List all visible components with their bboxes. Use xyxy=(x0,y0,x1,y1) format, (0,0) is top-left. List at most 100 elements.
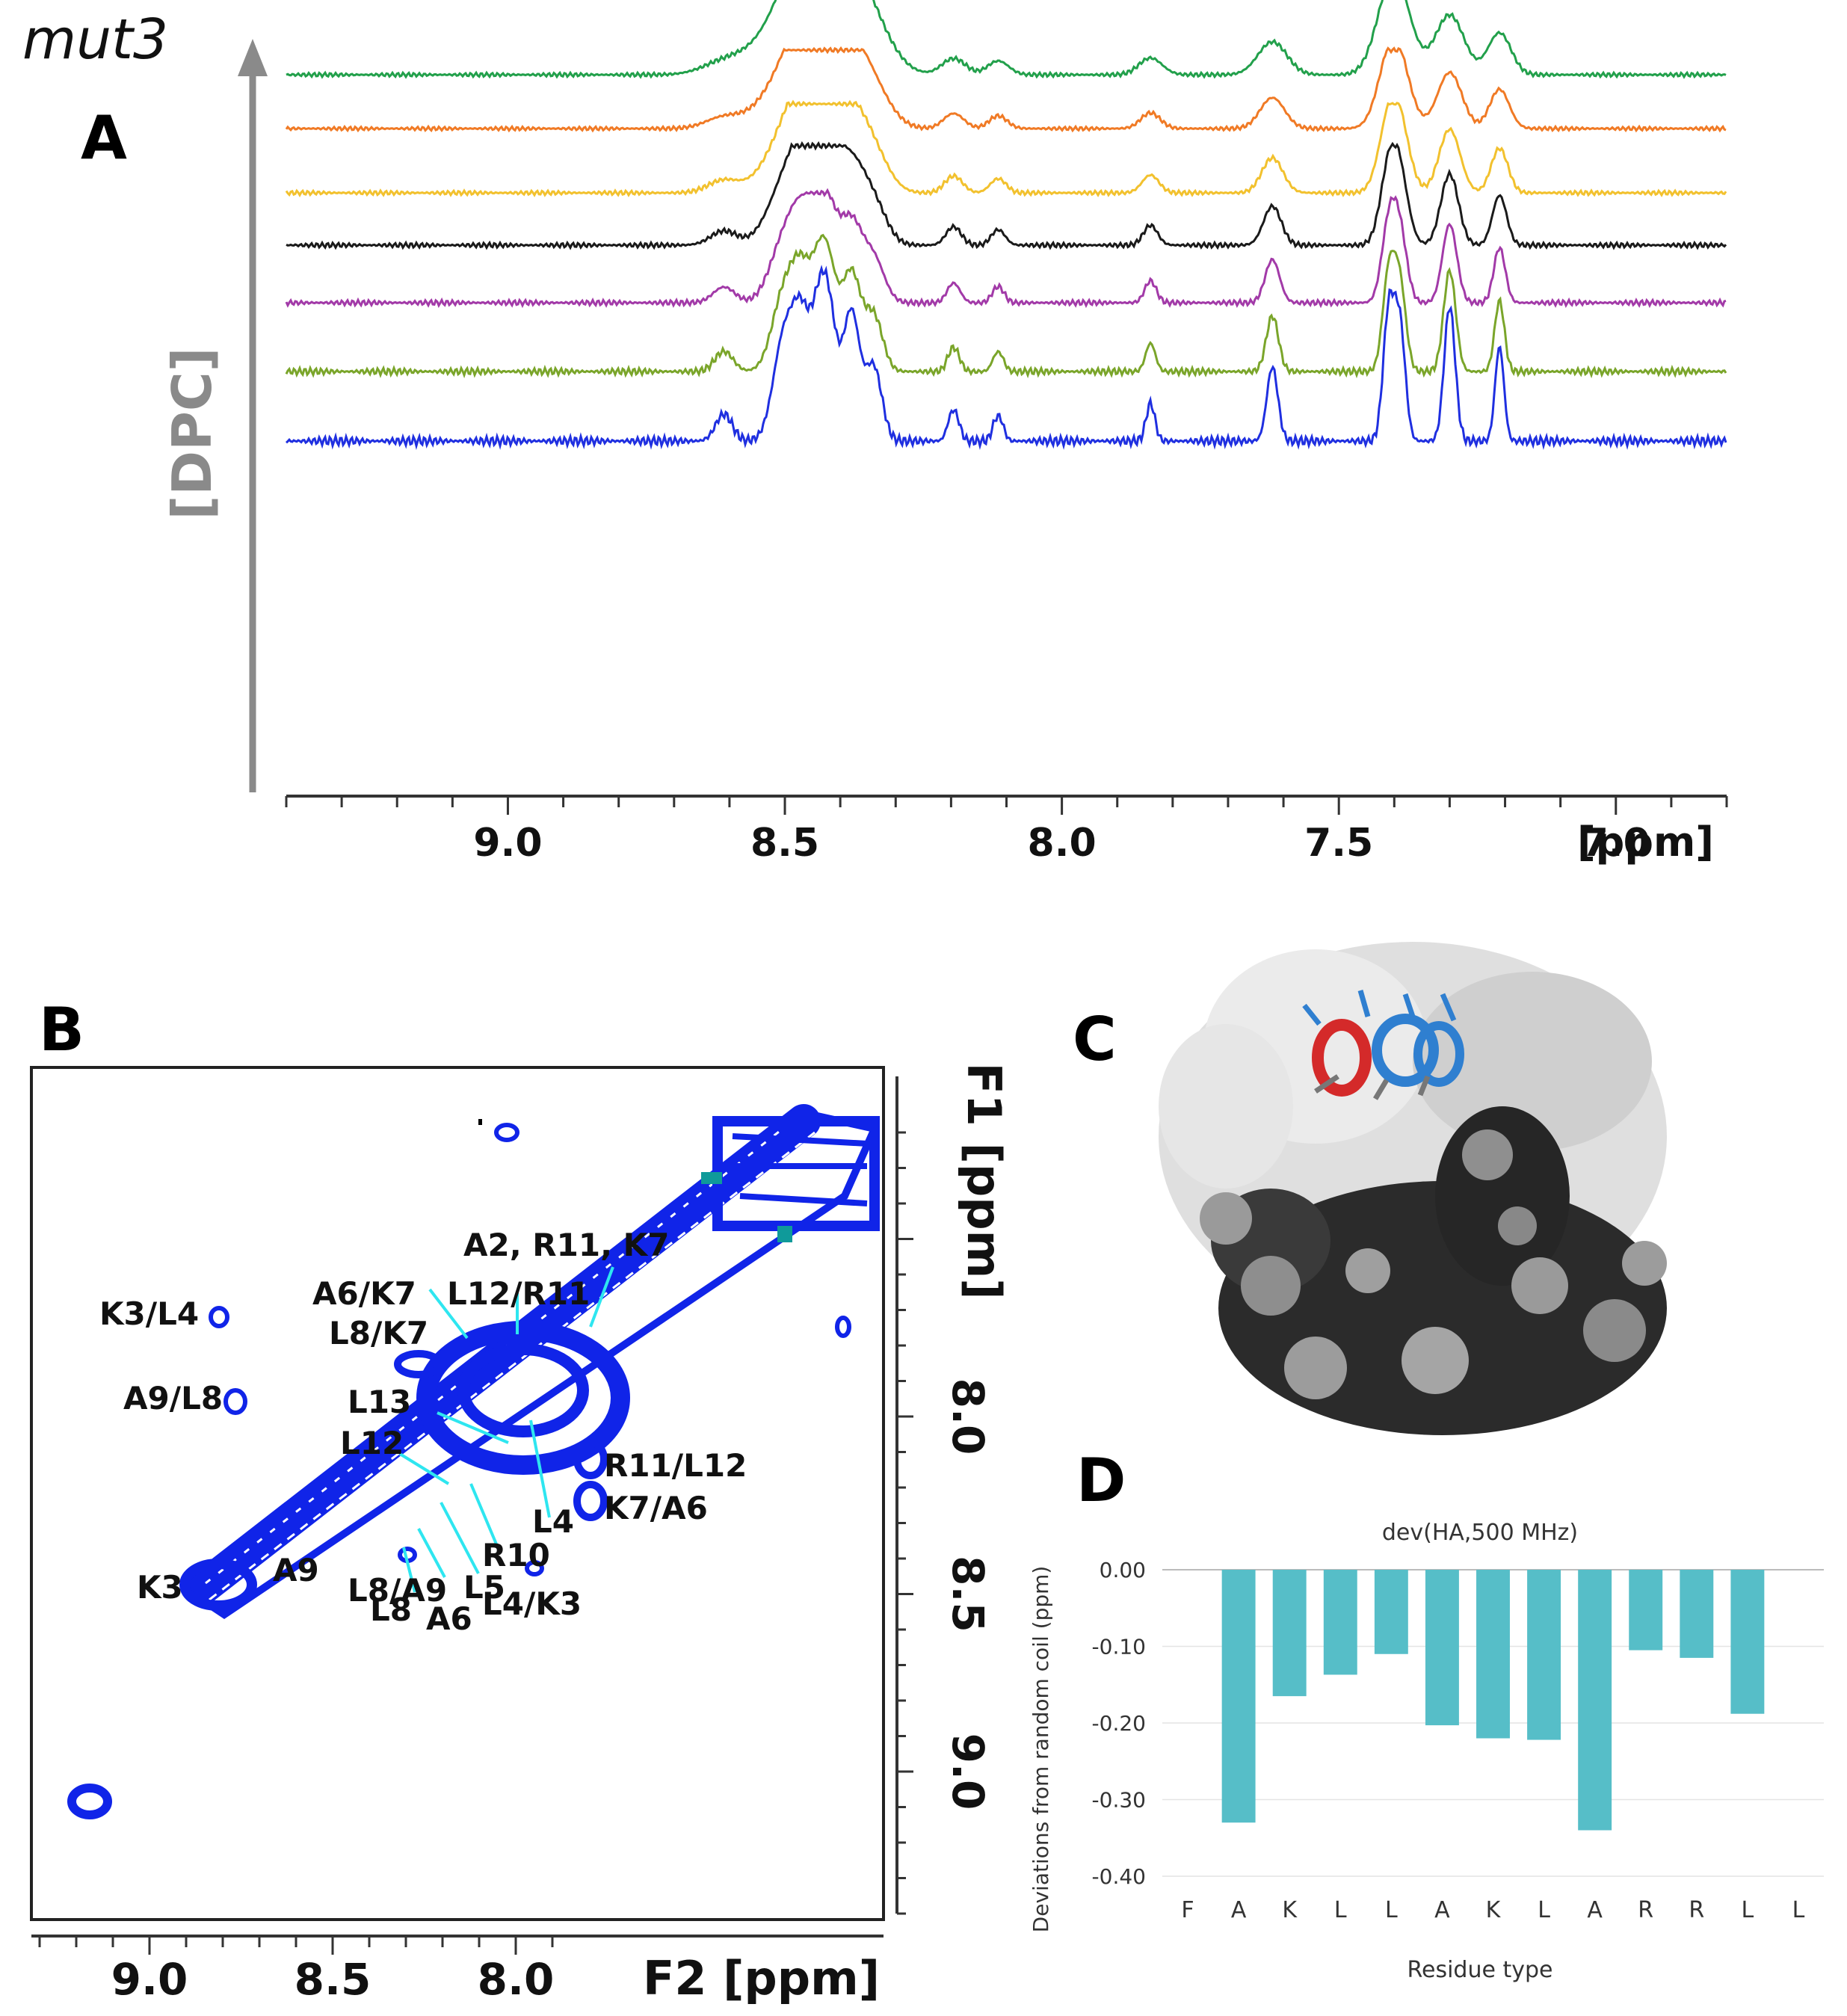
chart-y-label: Deviations from random coil (ppm) xyxy=(1029,1566,1053,1933)
panel-a-label: A xyxy=(81,103,127,173)
micelle-highlight-3 xyxy=(1159,1024,1293,1189)
k3-l4-peak xyxy=(209,1306,229,1328)
sphere-1 xyxy=(1200,1192,1252,1245)
panel-a-ticks: 9.0 8.5 8.0 7.5 7.0 xyxy=(285,796,1728,866)
x-tick-label: L xyxy=(1385,1897,1398,1923)
sphere-3 xyxy=(1284,1337,1347,1399)
diagonal-contour-gaps xyxy=(209,1131,815,1601)
bar-3 xyxy=(1323,1570,1357,1675)
peak-label-0: A2, R11, K7 xyxy=(463,1227,669,1263)
x-tick-label: A xyxy=(1231,1897,1247,1923)
x-tick-label: R xyxy=(1638,1897,1653,1923)
cyan-negative-peak xyxy=(701,1172,722,1184)
peak-label-14: K7/A6 xyxy=(604,1490,708,1526)
x-tick-label: L xyxy=(1792,1897,1805,1923)
y-tick-label: -0.10 xyxy=(1092,1635,1146,1659)
right-isolated-peak xyxy=(835,1316,851,1338)
spectrum-trace-3 xyxy=(285,99,1727,198)
panel-a-y-label: [DPC] xyxy=(161,347,223,520)
helix-red-turn xyxy=(1312,1019,1372,1097)
sphere-2 xyxy=(1241,1256,1301,1316)
y-tick-label: -0.40 xyxy=(1092,1864,1146,1889)
figure-title: mut3 xyxy=(22,7,168,72)
peak-label-9: L8 xyxy=(370,1591,412,1628)
chart-y-ticks: 0.00 -0.10 -0.20 -0.30 -0.40 xyxy=(1092,1558,1146,1889)
peak-label-16: A9 xyxy=(273,1552,319,1588)
sphere-4 xyxy=(1402,1327,1469,1394)
peak-label-4: L13 xyxy=(348,1384,411,1420)
panel-b-x-tick-label: 8.0 xyxy=(478,1954,555,2005)
panel-b-contours xyxy=(67,1104,881,1819)
peak-label-2: A6/K7 xyxy=(312,1275,416,1312)
micelle-dark-arm xyxy=(1435,1106,1570,1286)
peak-label-3: L8/K7 xyxy=(329,1315,428,1351)
bar-9 xyxy=(1629,1570,1663,1650)
sphere-5 xyxy=(1511,1257,1568,1314)
peak-label-7: R10 xyxy=(482,1537,550,1573)
panel-d-label: D xyxy=(1076,1446,1126,1515)
arrow-r10 xyxy=(469,1483,499,1547)
micelle-highlight-2 xyxy=(1413,972,1652,1151)
sphere-10 xyxy=(1498,1206,1537,1245)
panel-b-y-label: F1 [ppm] xyxy=(957,1062,1011,1299)
y-tick-label: -0.30 xyxy=(1092,1788,1146,1813)
x-tick-label: L xyxy=(1538,1897,1550,1923)
peak-label-6: L4 xyxy=(532,1503,574,1540)
x-tick-label: A xyxy=(1434,1897,1450,1923)
panel-a-tick-label: 7.0 xyxy=(1582,821,1650,866)
bar-1 xyxy=(1221,1570,1256,1823)
upper-black-dot xyxy=(478,1119,482,1125)
arrow-l13 xyxy=(437,1411,509,1444)
panel-c: C xyxy=(1073,942,1667,1435)
panel-b-y-tick-label: 9.0 xyxy=(943,1733,993,1810)
panel-b-frame xyxy=(30,1066,885,1921)
panel-b-x-label: F2 [ppm] xyxy=(643,1951,880,2006)
r11-l12-peak xyxy=(573,1439,608,1479)
panel-b-x-tick-label: 9.0 xyxy=(111,1954,188,2005)
panel-a-tick-label: 8.5 xyxy=(750,821,819,866)
helix-blue-turn-2 xyxy=(1413,1021,1464,1087)
x-tick-label: F xyxy=(1181,1897,1194,1923)
sphere-7 xyxy=(1622,1241,1667,1286)
l8-k7-peak xyxy=(394,1350,443,1378)
x-tick-label: L xyxy=(1742,1897,1754,1923)
diagonal-contour-gaps-2 xyxy=(205,1114,801,1585)
panel-b-y-ticks: 8.0 8.5 9.0 xyxy=(897,1131,993,1915)
bar-4 xyxy=(1374,1570,1408,1654)
spectrum-trace-6 xyxy=(285,233,1727,379)
bar-7 xyxy=(1527,1570,1561,1740)
bar-2 xyxy=(1272,1570,1307,1697)
panel-b-y-tick-label: 8.0 xyxy=(943,1378,993,1455)
arrow-a6 xyxy=(417,1528,446,1578)
aromatic-block-lines xyxy=(732,1133,868,1206)
arrow-l8 xyxy=(402,1547,416,1593)
spectrum-trace-2 xyxy=(285,46,1727,133)
peak-label-18: L4/K3 xyxy=(482,1585,582,1622)
arrow-l5 xyxy=(440,1502,480,1574)
peak-label-10: A6 xyxy=(426,1600,472,1637)
k3-diagonal-peak xyxy=(179,1559,257,1611)
panel-d: D dev(HA,500 MHz) 0.00 -0.10 -0.20 -0.30 -0.… xyxy=(1029,1446,1824,1983)
peak-label-11: K3/L4 xyxy=(99,1295,199,1332)
bar-11 xyxy=(1730,1570,1765,1714)
helix-blue-turn-1 xyxy=(1372,1014,1439,1087)
arrow-l4 xyxy=(529,1419,551,1518)
peak-label-15: K3 xyxy=(137,1569,183,1606)
sphere-8 xyxy=(1462,1129,1513,1180)
peak-label-1: L12/R11 xyxy=(447,1275,590,1312)
peak-label-13: R11/L12 xyxy=(604,1447,747,1484)
chart-bars xyxy=(1221,1570,1765,1831)
panel-b-arrows xyxy=(398,1266,614,1593)
l4-k3-peak xyxy=(525,1560,544,1576)
x-tick-label: K xyxy=(1486,1897,1502,1923)
y-tick-label: -0.20 xyxy=(1092,1711,1146,1736)
panel-a-tick-label: 9.0 xyxy=(473,821,542,866)
peak-label-5: L12 xyxy=(340,1425,404,1461)
panel-a-tick-label: 8.0 xyxy=(1028,821,1097,866)
panel-c-label: C xyxy=(1073,1005,1117,1074)
y-tick-label: 0.00 xyxy=(1100,1558,1146,1582)
arrow-a2-r11-k7 xyxy=(589,1266,614,1328)
